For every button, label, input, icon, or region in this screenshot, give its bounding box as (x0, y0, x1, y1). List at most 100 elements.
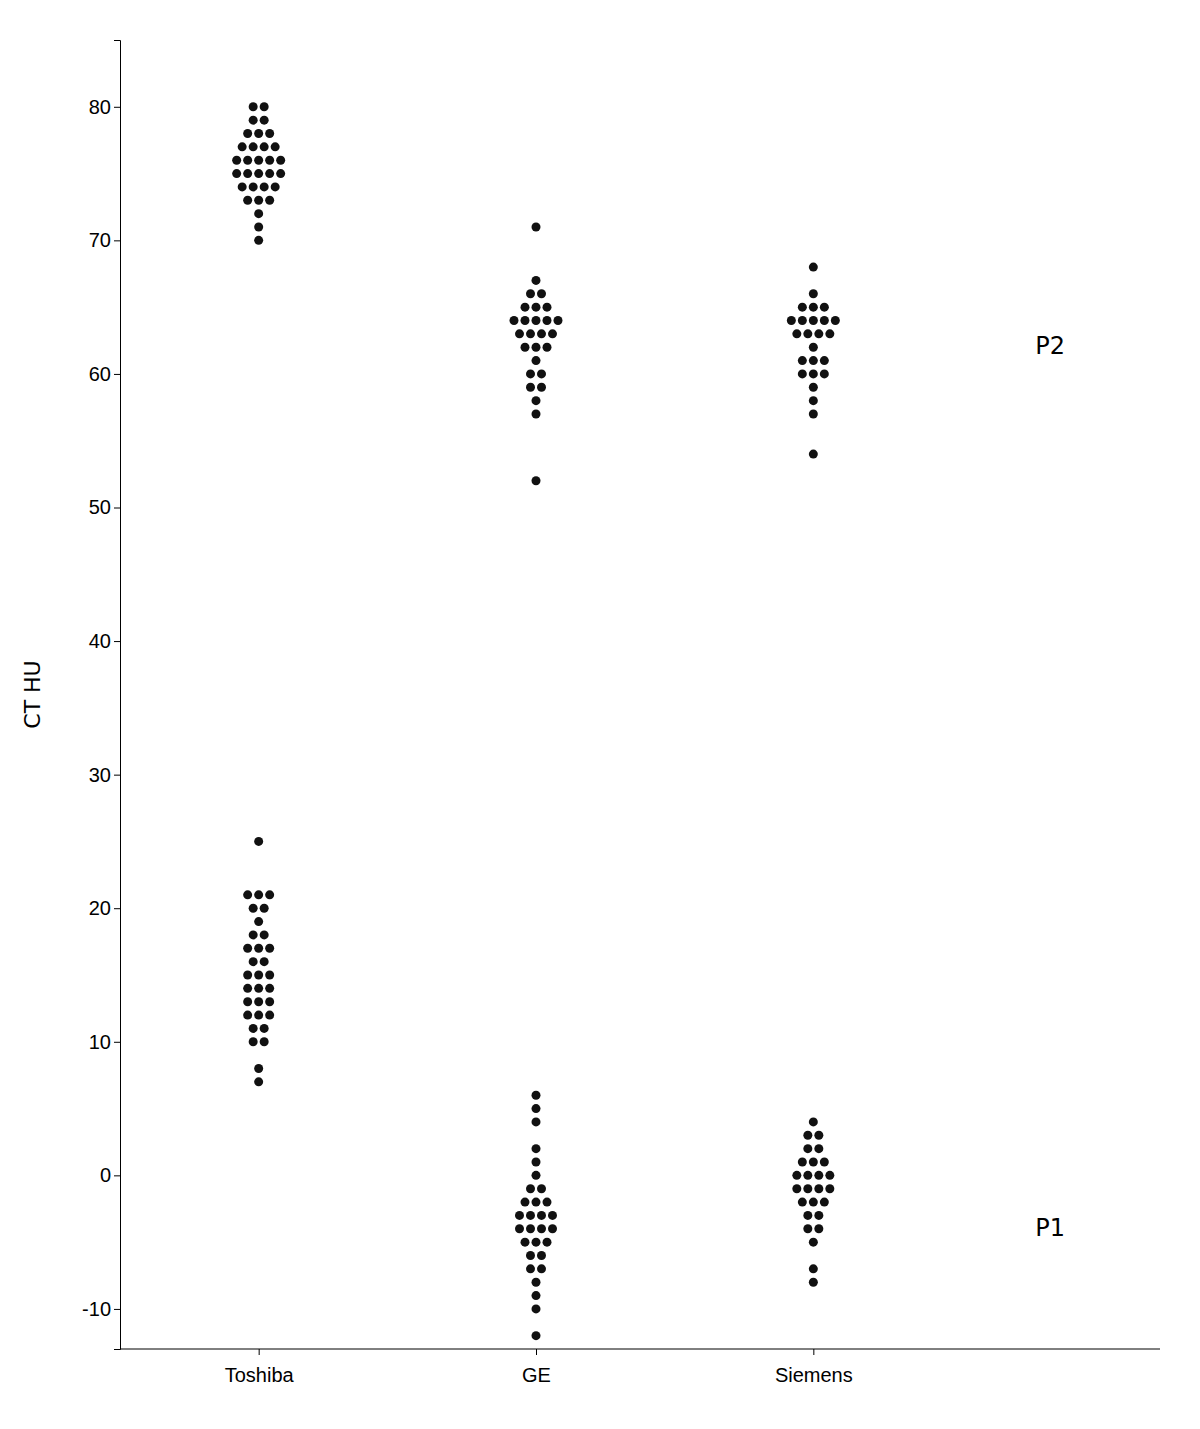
point (254, 837, 263, 846)
point (532, 1291, 541, 1300)
y-tick-label: 40 (89, 630, 111, 652)
y-tick-label: -10 (82, 1298, 111, 1320)
point (809, 1158, 818, 1167)
point (537, 1264, 546, 1273)
point (532, 1171, 541, 1180)
point (526, 1224, 535, 1233)
y-tick-mark (114, 1042, 120, 1043)
point (265, 984, 274, 993)
point (254, 971, 263, 980)
point (809, 383, 818, 392)
point (526, 1251, 535, 1260)
point (243, 984, 252, 993)
point (249, 904, 258, 913)
point (809, 396, 818, 405)
point (243, 890, 252, 899)
point (265, 1011, 274, 1020)
point (254, 169, 263, 178)
point (803, 1131, 812, 1140)
point (526, 383, 535, 392)
point (798, 1158, 807, 1167)
point (803, 329, 812, 338)
point (238, 182, 247, 191)
point (825, 1184, 834, 1193)
annotation: P1 (1035, 1214, 1065, 1242)
y-tick-mark (114, 1309, 120, 1310)
y-tick: 40 (89, 630, 120, 652)
point (249, 930, 258, 939)
point (532, 1144, 541, 1153)
y-label: CT HU (20, 660, 45, 728)
point (254, 997, 263, 1006)
point (243, 156, 252, 165)
point (260, 904, 269, 913)
point (820, 369, 829, 378)
point (809, 369, 818, 378)
point (254, 129, 263, 138)
point (803, 1144, 812, 1153)
point (521, 1238, 530, 1247)
point (254, 1064, 263, 1073)
y-tick-mark (114, 1175, 120, 1176)
point (809, 289, 818, 298)
point (803, 1171, 812, 1180)
point (254, 984, 263, 993)
point (243, 129, 252, 138)
x-tick-mark (259, 1349, 260, 1355)
y-tick: 50 (89, 496, 120, 518)
y-tick-mark (114, 775, 120, 776)
point (532, 476, 541, 485)
point (809, 263, 818, 272)
point (809, 1278, 818, 1287)
point (548, 329, 557, 338)
point (831, 316, 840, 325)
y-tick-label: 20 (89, 897, 111, 919)
y-tick: 80 (89, 96, 120, 118)
point (254, 917, 263, 926)
chart: -1001020304050607080ToshibaGESiemensCT H… (0, 0, 1200, 1429)
y-tick-mark (114, 240, 120, 241)
point (249, 182, 258, 191)
y-tick: 0 (100, 1164, 120, 1186)
point (809, 356, 818, 365)
point (532, 1331, 541, 1340)
point (814, 1144, 823, 1153)
point (526, 1211, 535, 1220)
point (814, 329, 823, 338)
x-tick-mark (536, 1349, 537, 1355)
point (820, 1158, 829, 1167)
point (787, 316, 796, 325)
point (814, 1184, 823, 1193)
point (537, 1211, 546, 1220)
point (526, 289, 535, 298)
y-tick: 30 (89, 764, 120, 786)
y-tick-mark (114, 508, 120, 509)
point (809, 1238, 818, 1247)
point (820, 303, 829, 312)
point (532, 1304, 541, 1313)
point (792, 1184, 801, 1193)
y-tick: 70 (89, 229, 120, 251)
point (809, 316, 818, 325)
point (521, 303, 530, 312)
point (814, 1171, 823, 1180)
point (265, 156, 274, 165)
point (792, 329, 801, 338)
point (809, 410, 818, 419)
point (798, 369, 807, 378)
point (537, 329, 546, 338)
point (792, 1171, 801, 1180)
point (260, 142, 269, 151)
x-tick: Siemens (775, 1349, 853, 1386)
x-tick-label: Siemens (775, 1364, 853, 1386)
point (532, 410, 541, 419)
point (803, 1184, 812, 1193)
point (543, 343, 552, 352)
point (260, 930, 269, 939)
point (254, 223, 263, 232)
y-tick-label: 80 (89, 96, 111, 118)
point (798, 316, 807, 325)
point (249, 142, 258, 151)
point (825, 329, 834, 338)
point (232, 169, 241, 178)
